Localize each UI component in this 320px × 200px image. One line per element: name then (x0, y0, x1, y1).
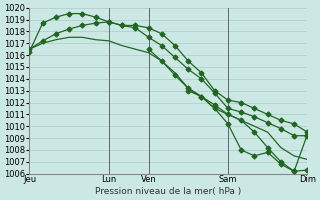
X-axis label: Pression niveau de la mer( hPa ): Pression niveau de la mer( hPa ) (95, 187, 242, 196)
